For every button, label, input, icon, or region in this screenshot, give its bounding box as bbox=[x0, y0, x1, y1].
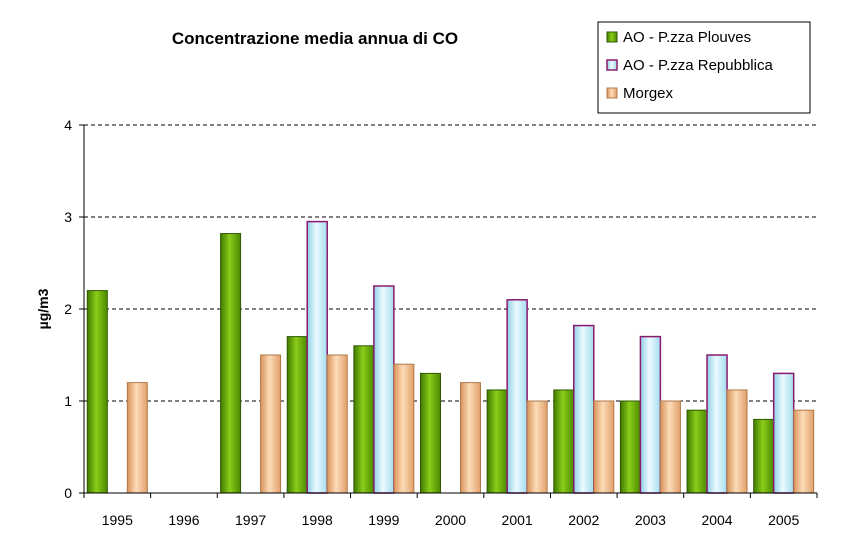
x-tick-label: 1998 bbox=[302, 512, 333, 528]
bar-3-2000 bbox=[460, 382, 481, 494]
bar-3-1997 bbox=[260, 354, 282, 494]
legend-label-2: AO - P.zza Repubblica bbox=[623, 57, 773, 74]
bar-2-2005 bbox=[772, 372, 795, 494]
bar-1-2001 bbox=[486, 389, 508, 494]
bar-1-2002 bbox=[553, 389, 575, 494]
y-tick-label: 2 bbox=[64, 301, 72, 317]
axes bbox=[79, 124, 818, 498]
bar-1-2004 bbox=[686, 409, 708, 494]
bar-1-1995 bbox=[86, 290, 108, 494]
x-tick-label: 2002 bbox=[568, 512, 599, 528]
bar-2-2003 bbox=[639, 335, 662, 494]
bar-1-2000 bbox=[420, 372, 441, 494]
bar-1-1999 bbox=[353, 345, 375, 494]
y-tick-label: 3 bbox=[64, 209, 72, 225]
bar-3-1995 bbox=[126, 382, 148, 494]
x-tick-label: 2005 bbox=[768, 512, 799, 528]
bar-2-2002 bbox=[573, 324, 595, 494]
bar-2-2001 bbox=[506, 299, 528, 494]
legend-swatch-1 bbox=[606, 31, 618, 43]
y-tick-labels: 0 1 2 3 4 bbox=[64, 117, 72, 501]
x-tick-label: 1997 bbox=[235, 512, 266, 528]
legend-swatch-3 bbox=[606, 87, 618, 99]
x-tick-labels: 1995 1996 1997 1998 1999 2000 2001 2002 2003 2004… bbox=[102, 512, 800, 528]
x-tick-label: 1999 bbox=[368, 512, 399, 528]
bar-3-2001 bbox=[526, 400, 548, 494]
legend-label-1: AO - P.zza Plouves bbox=[623, 29, 751, 46]
x-tick-label: 2000 bbox=[435, 512, 466, 528]
bar-2-1999 bbox=[373, 285, 395, 494]
y-tick-label: 0 bbox=[64, 485, 72, 501]
bar-3-2002 bbox=[593, 400, 615, 494]
legend-label-3: Morgex bbox=[623, 85, 674, 102]
bar-1-1997 bbox=[220, 233, 242, 494]
x-tick-label: 1996 bbox=[168, 512, 199, 528]
bar-3-2004 bbox=[726, 389, 748, 494]
bar-3-2003 bbox=[659, 400, 681, 494]
bar-1-2003 bbox=[619, 400, 641, 494]
x-tick-label: 2001 bbox=[502, 512, 533, 528]
bar-1-1998 bbox=[286, 336, 308, 494]
bar-2-2004 bbox=[706, 354, 728, 494]
bar-3-1998 bbox=[326, 354, 348, 494]
bar-1-2005 bbox=[753, 418, 775, 494]
bar-2-1998 bbox=[306, 220, 328, 494]
legend: AO - P.zza Plouves AO - P.zza Repubblica M… bbox=[597, 21, 811, 114]
x-tick-label: 2004 bbox=[701, 512, 732, 528]
y-tick-label: 1 bbox=[64, 393, 72, 409]
y-axis-label: µg/m3 bbox=[35, 288, 51, 329]
y-tick-label: 4 bbox=[64, 117, 72, 133]
bar-3-2005 bbox=[793, 409, 815, 494]
x-tick-label: 1995 bbox=[102, 512, 133, 528]
bars bbox=[86, 220, 815, 494]
legend-swatch-2 bbox=[606, 59, 618, 71]
chart-title: Concentrazione media annua di CO bbox=[172, 29, 458, 48]
gridlines bbox=[84, 124, 817, 402]
x-tick-label: 2003 bbox=[635, 512, 666, 528]
legend-box bbox=[597, 21, 811, 114]
bar-3-1999 bbox=[393, 363, 415, 494]
